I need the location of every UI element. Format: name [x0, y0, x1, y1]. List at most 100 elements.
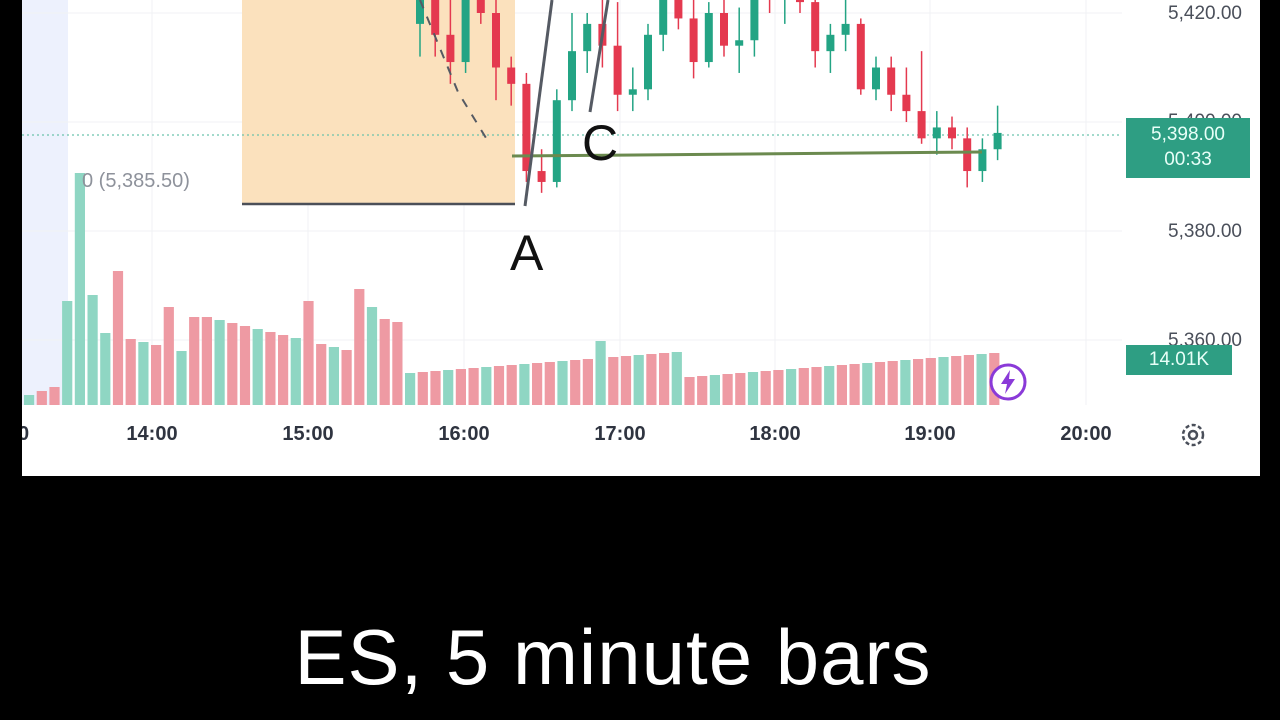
- candle-body: [644, 34, 652, 90]
- volume-bar: [252, 329, 263, 405]
- volume-bar: [49, 387, 60, 405]
- last-volume-badge: 14.01K: [1126, 345, 1232, 375]
- volume-bar: [303, 301, 314, 405]
- volume-bar: [519, 364, 530, 405]
- wave-a-line: [523, 0, 554, 207]
- volume-bar: [722, 374, 733, 405]
- volume-bar: [684, 377, 695, 405]
- volume-bar: [112, 271, 124, 405]
- volume-bar: [709, 375, 720, 405]
- volume-bar: [36, 391, 47, 405]
- volume-bar: [735, 373, 746, 405]
- volume-bar: [671, 352, 682, 405]
- candle-body: [628, 89, 637, 95]
- volume-bar: [278, 335, 289, 405]
- x-tick-label: 20:00: [1060, 423, 1112, 445]
- volume-bar: [925, 358, 936, 405]
- candle-body: [552, 100, 561, 182]
- volume-bar: [62, 301, 73, 405]
- volume-bar: [608, 357, 619, 405]
- volume-bar: [786, 369, 797, 405]
- price-chart[interactable]: 5,420.00 5,400.00 5,380.00 5,360.00 5,39…: [22, 0, 1260, 476]
- volume-bar: [493, 366, 505, 405]
- candle-body: [887, 67, 896, 95]
- volume-bar: [887, 361, 898, 405]
- caption: ES, 5 minute bars: [294, 613, 932, 701]
- volume-bar: [760, 371, 771, 405]
- volume-bar: [163, 307, 174, 405]
- volume-bar: [963, 355, 974, 405]
- volume-bar: [874, 362, 886, 405]
- last-price-value: 5,398.00: [1151, 124, 1225, 145]
- settings-icon[interactable]: [1178, 420, 1208, 450]
- volume-bar: [24, 395, 35, 405]
- candle-body: [507, 67, 516, 84]
- volume-bar: [430, 371, 441, 405]
- candle-body: [461, 0, 470, 63]
- candle-body: [416, 0, 424, 24]
- last-price-badge: 5,398.00 00:33: [1126, 118, 1250, 178]
- volume-bars: [24, 173, 1000, 405]
- candle-body: [689, 18, 698, 63]
- volume-bar: [176, 351, 187, 405]
- candle-body: [902, 94, 911, 112]
- volume-bar: [417, 372, 428, 405]
- volume-bar: [646, 354, 657, 405]
- volume-bar: [570, 360, 581, 405]
- volume-bar: [659, 353, 670, 405]
- candle-body: [492, 13, 500, 68]
- volume-bar: [697, 376, 708, 405]
- volume-bar: [189, 317, 200, 405]
- volume-bar: [328, 347, 339, 405]
- wave-c-line: [588, 0, 610, 113]
- volume-bar: [747, 372, 759, 405]
- volume-bar: [455, 369, 466, 405]
- volume-bar: [100, 333, 111, 405]
- volume-bar: [900, 360, 911, 405]
- x-tick-label: 19:00: [904, 423, 956, 445]
- volume-bar: [811, 367, 822, 405]
- volume-bar: [633, 355, 644, 405]
- volume-bar: [836, 365, 847, 405]
- candle-body: [568, 51, 576, 101]
- volume-bar: [938, 357, 949, 405]
- candle-body: [856, 23, 865, 90]
- candle-body: [522, 83, 531, 172]
- x-tick-label: 0: [22, 423, 30, 445]
- x-tick-label: 17:00: [594, 423, 646, 445]
- volume-bar: [151, 345, 162, 405]
- candle-body: [720, 13, 728, 46]
- volume-bar: [468, 368, 479, 405]
- volume-bar: [443, 370, 454, 405]
- volume-bar: [227, 323, 238, 405]
- candle-body: [613, 45, 622, 95]
- wave-label-a: A: [510, 225, 544, 281]
- candle-body: [841, 23, 850, 35]
- volume-bar: [366, 307, 378, 405]
- trend-line: [511, 150, 983, 158]
- volume-bar: [392, 322, 403, 405]
- volume-bar: [849, 364, 860, 405]
- lightning-icon[interactable]: [988, 362, 1028, 402]
- candle-body: [811, 2, 820, 52]
- x-tick-label: 14:00: [126, 423, 178, 445]
- x-tick-label: 15:00: [282, 423, 334, 445]
- candle-body: [826, 34, 835, 52]
- volume-bar: [532, 363, 543, 405]
- volume-bar: [544, 362, 555, 405]
- volume-bar: [379, 319, 390, 405]
- y-tick-label: 5,420.00: [1168, 3, 1242, 24]
- volume-bar: [74, 173, 85, 405]
- volume-bar: [557, 361, 568, 405]
- candle-body: [932, 127, 941, 139]
- candle-body: [674, 0, 683, 19]
- volume-bar: [824, 366, 835, 405]
- candle-body: [917, 111, 926, 139]
- volume-bar: [506, 365, 517, 405]
- volume-bar: [125, 339, 136, 405]
- candle-body: [993, 132, 1002, 150]
- candle-body: [659, 0, 668, 35]
- candle-body: [446, 34, 455, 63]
- volume-bar: [913, 359, 924, 405]
- candlesticks: [416, 0, 1002, 193]
